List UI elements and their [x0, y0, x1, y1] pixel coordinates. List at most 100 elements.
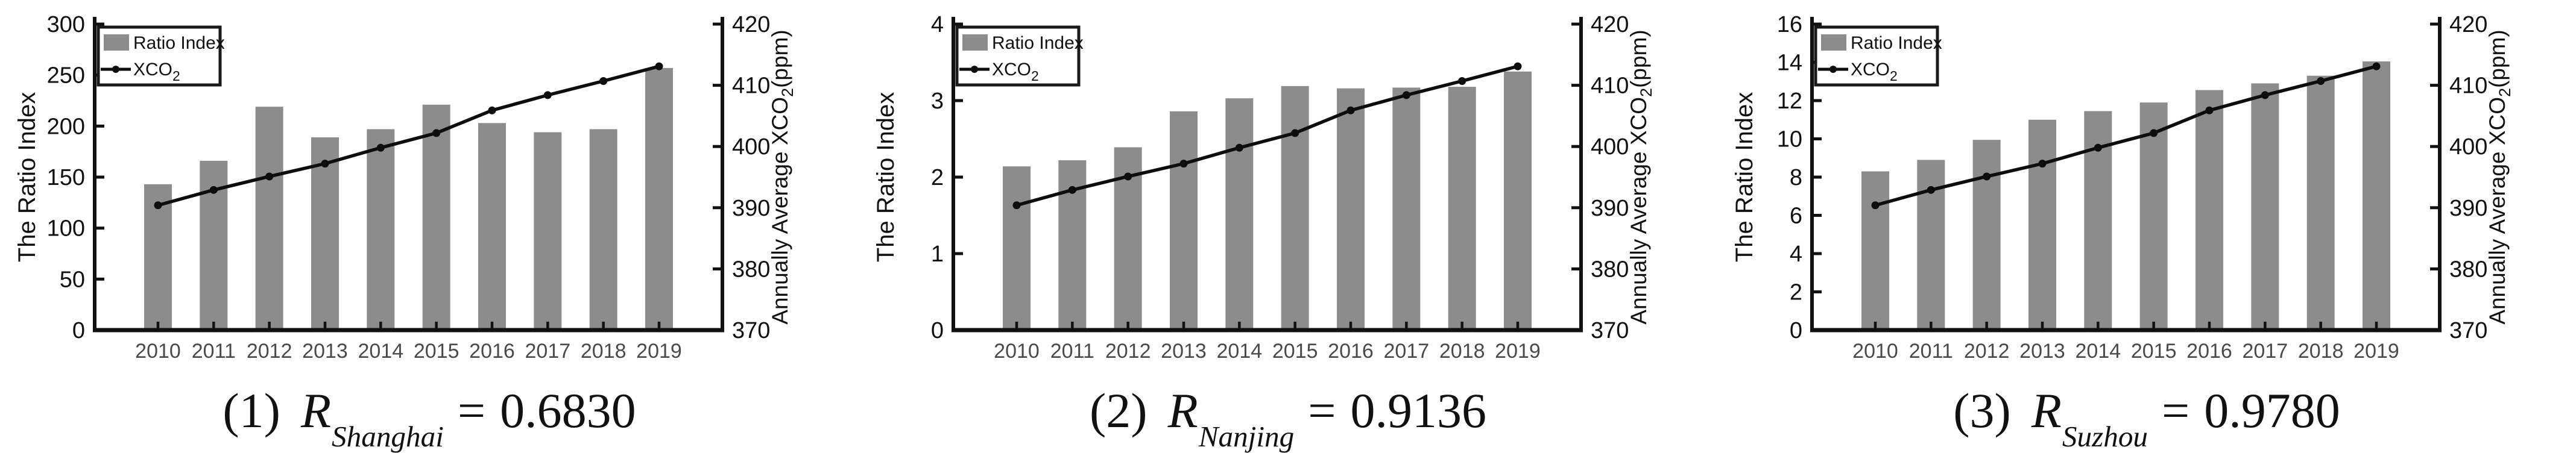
year-label: 2015 [414, 340, 459, 363]
year-label: 2013 [302, 340, 348, 363]
legend-bar-label: Ratio Index [133, 33, 225, 53]
left-tick-label: 4 [931, 12, 944, 37]
bar-2010 [1861, 171, 1889, 330]
right-tick-label: 390 [2449, 196, 2487, 221]
xco2-point-2013 [321, 160, 329, 168]
left-tick-label: 0 [72, 318, 85, 343]
right-tick-label: 420 [732, 12, 770, 37]
left-tick-label: 14 [1777, 51, 1802, 76]
right-axis-title: Annually Average XCO2(ppm) [1626, 30, 1655, 324]
year-label: 2018 [2298, 340, 2344, 363]
right-tick-label: 420 [1591, 12, 1629, 37]
bar-2011 [1917, 160, 1945, 330]
left-tick-label: 4 [1790, 242, 1802, 267]
caption-index: (2) [1090, 383, 1148, 438]
year-label: 2013 [2019, 340, 2065, 363]
bar-2015 [1281, 86, 1309, 330]
year-label: 2013 [1161, 340, 1207, 363]
chart-panel-nanjing: 2010 2011 2012 2013 2014 2015 2016 2017 2018 2019… [859, 0, 1717, 453]
legend-bar-swatch [962, 34, 988, 51]
bar-2012 [1972, 140, 2001, 330]
bar-2016 [2196, 90, 2223, 330]
xco2-point-2017 [2261, 91, 2269, 99]
left-tick-label: 50 [60, 267, 85, 292]
caption-nanjing: (2) RNanjing = 0.9136 [1090, 369, 1486, 453]
right-tick-label: 420 [2449, 12, 2487, 37]
caption-symbol: RNanjing [1167, 383, 1295, 453]
right-tick-label: 370 [2449, 318, 2487, 343]
legend-box [96, 25, 222, 87]
left-tick-label: 150 [47, 165, 85, 190]
year-label: 2014 [358, 340, 404, 363]
caption-subscript: Suzhou [2062, 420, 2148, 453]
bar-2019 [2363, 61, 2390, 330]
bar-2011 [1058, 160, 1087, 330]
xco2-point-2012 [265, 172, 274, 181]
right-tick-label: 390 [732, 196, 770, 221]
xco2-line [1016, 64, 1518, 207]
left-tick-label: 2 [1790, 280, 1802, 305]
year-label: 2011 [192, 340, 236, 363]
xco2-point-2019 [1514, 62, 1522, 70]
bar-2017 [534, 132, 562, 330]
left-axis-title: The Ratio Index [14, 92, 40, 262]
xco2-point-2015 [1291, 129, 1299, 137]
suzhou-chart: 2010 2011 2012 2013 2014 2015 2016 2017 2018 2019… [1731, 12, 2514, 363]
year-label: 2010 [135, 340, 181, 363]
bar-2019 [1504, 71, 1532, 331]
year-label: 2019 [2353, 340, 2399, 363]
caption-equals: = [2162, 383, 2190, 438]
xco2-point-2011 [1068, 186, 1076, 194]
left-axis-title: The Ratio Index [1731, 92, 1758, 262]
year-label: 2011 [1909, 340, 1953, 363]
caption-subscript: Nanjing [1198, 420, 1295, 453]
left-tick-label: 2 [931, 165, 944, 190]
legend-bar-label: Ratio Index [992, 33, 1084, 53]
legend-bar-swatch [104, 34, 129, 51]
left-tick-label: 8 [1790, 165, 1802, 190]
caption-symbol: RSuzhou [2031, 383, 2148, 453]
xco2-point-2015 [432, 129, 441, 137]
caption-subscript: Shanghai [332, 420, 444, 453]
left-tick-label: 16 [1777, 12, 1802, 37]
left-tick-label: 3 [931, 89, 944, 114]
xco2-point-2019 [2372, 62, 2381, 70]
right-tick-label: 400 [2449, 134, 2487, 160]
legend-line-label: XCO2 [133, 60, 180, 84]
xco2-point-2014 [2094, 143, 2102, 152]
bar-2013 [2028, 119, 2056, 330]
year-label: 2019 [1495, 340, 1541, 363]
bar-2018 [589, 129, 617, 330]
caption-symbol: RShanghai [300, 383, 444, 453]
left-tick-label: 0 [1790, 318, 1802, 343]
year-label: 2017 [1384, 340, 1430, 363]
right-tick-label: 370 [1591, 318, 1629, 343]
xco2-point-2012 [1983, 172, 1991, 181]
xco2-point-2019 [655, 62, 663, 70]
legend-line-label: XCO2 [992, 60, 1039, 84]
left-tick-label: 300 [47, 12, 85, 37]
left-tick-label: 200 [47, 114, 85, 139]
legend-bar-swatch [1821, 34, 1846, 51]
xco2-point-2016 [488, 106, 496, 114]
legend-line-marker [971, 66, 978, 73]
right-axis-title: Annually Average XCO2(ppm) [768, 30, 797, 324]
year-label: 2018 [1439, 340, 1485, 363]
right-tick-label: 400 [1591, 134, 1629, 160]
xco2-point-2015 [2150, 129, 2158, 137]
legend-line-marker [112, 66, 119, 73]
right-tick-label: 380 [732, 257, 770, 282]
caption-equals: = [1308, 383, 1336, 438]
bar-2010 [1003, 166, 1031, 330]
xco2-point-2016 [1346, 106, 1355, 114]
year-label: 2015 [2131, 340, 2177, 363]
xco2-point-2018 [599, 77, 608, 85]
xco2-point-2012 [1124, 172, 1132, 181]
caption-value: 0.9136 [1350, 383, 1486, 438]
caption-value: 0.6830 [500, 383, 636, 438]
bar-2018 [1448, 87, 1476, 330]
left-tick-label: 12 [1777, 89, 1802, 114]
bar-2014 [367, 129, 395, 330]
nanjing-chart: 2010 2011 2012 2013 2014 2015 2016 2017 2018 2019… [873, 12, 1655, 363]
